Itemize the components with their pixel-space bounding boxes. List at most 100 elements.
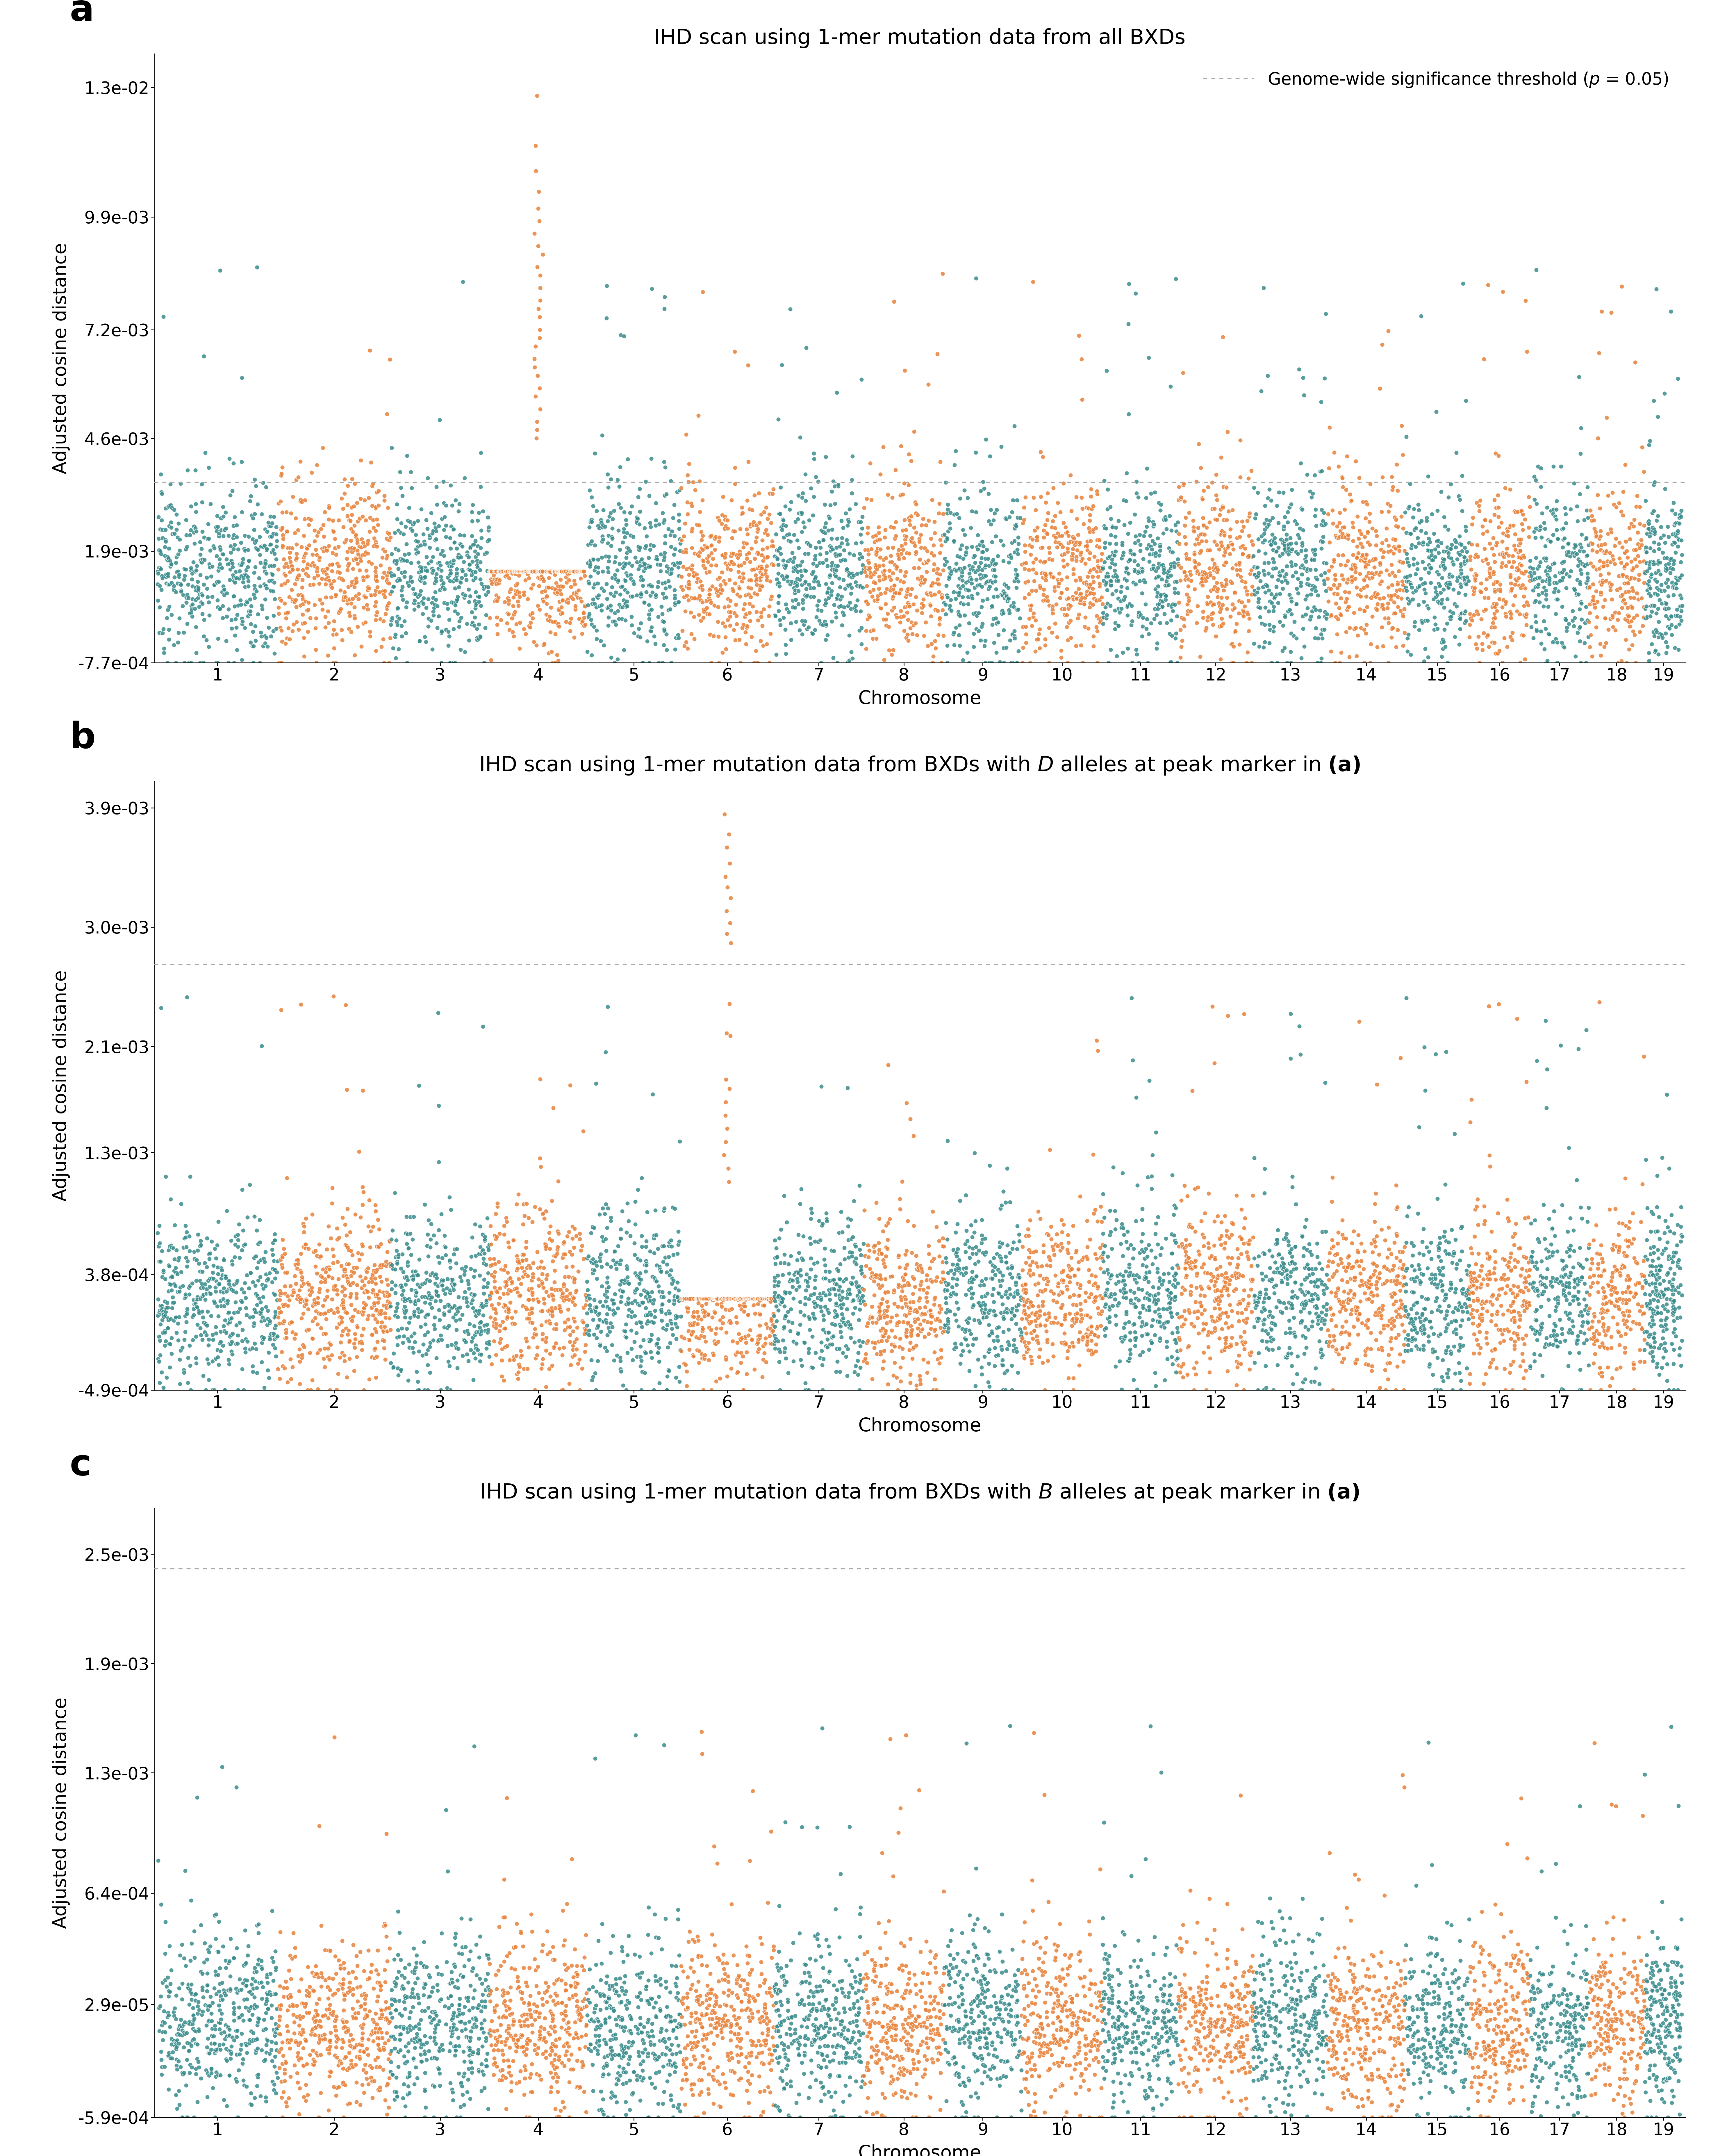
Point	[1494, 520, 1521, 554]
Point	[145, 1244, 173, 1279]
Point	[433, 1945, 460, 1979]
Point	[1080, 2042, 1107, 2076]
Point	[765, 496, 792, 530]
Point	[1064, 1244, 1092, 1279]
Point	[1126, 2053, 1153, 2087]
Point	[1155, 2037, 1182, 2072]
Point	[903, 1294, 931, 1328]
Point	[1059, 1210, 1086, 1244]
Point	[1276, 1233, 1304, 1268]
Point	[1057, 1986, 1085, 2020]
Point	[493, 558, 520, 593]
Point	[1437, 593, 1465, 627]
Point	[518, 1257, 546, 1291]
Point	[1112, 1274, 1140, 1309]
Point	[722, 1281, 749, 1315]
Point	[1620, 550, 1648, 584]
Point	[1610, 584, 1637, 619]
Point	[1655, 1272, 1682, 1307]
Point	[1588, 567, 1615, 602]
Point	[149, 1259, 176, 1294]
Point	[551, 1283, 578, 1317]
Point	[1172, 1250, 1199, 1285]
Point	[1653, 586, 1680, 621]
Point	[226, 1990, 253, 2024]
Point	[1386, 1274, 1413, 1309]
Point	[465, 1337, 493, 1371]
Point	[616, 1999, 643, 2033]
Point	[1234, 1240, 1261, 1274]
Point	[917, 2007, 944, 2042]
Point	[691, 2018, 719, 2053]
Point	[387, 1270, 414, 1304]
Point	[1567, 1315, 1595, 1350]
Point	[457, 1902, 484, 1936]
Point	[1448, 1330, 1475, 1365]
Point	[181, 453, 209, 487]
Point	[712, 2007, 739, 2042]
Point	[542, 2091, 570, 2126]
Point	[662, 1981, 690, 2016]
Point	[625, 1990, 652, 2024]
Point	[1025, 2040, 1052, 2074]
Point	[349, 1263, 376, 1298]
Point	[441, 2033, 469, 2068]
Point	[296, 1979, 323, 2014]
Point	[414, 1263, 441, 1298]
Point	[968, 1350, 996, 1384]
Point	[958, 563, 986, 597]
Point	[628, 2016, 655, 2050]
Point	[1278, 1951, 1305, 1986]
Point	[674, 1960, 702, 1994]
Point	[204, 498, 231, 533]
Point	[1437, 2014, 1465, 2048]
Point	[684, 1281, 712, 1315]
Point	[1601, 1253, 1629, 1287]
Point	[371, 1343, 399, 1378]
Point	[190, 602, 217, 636]
Point	[1278, 533, 1305, 567]
Point	[1309, 2076, 1336, 2111]
Point	[424, 1324, 452, 1358]
Point	[784, 1261, 811, 1296]
Point	[1651, 591, 1678, 625]
Point	[1232, 2081, 1259, 2115]
Point	[618, 1300, 645, 1335]
Point	[354, 1302, 382, 1337]
Point	[837, 1266, 864, 1300]
Point	[186, 524, 214, 558]
Point	[1136, 1710, 1163, 1744]
Point	[1282, 526, 1309, 561]
Point	[1294, 2022, 1321, 2057]
Point	[1410, 1311, 1437, 1345]
Point	[1146, 528, 1174, 563]
Point	[1217, 520, 1244, 554]
Point	[968, 2042, 996, 2076]
Point	[883, 505, 910, 539]
Point	[1543, 522, 1571, 556]
Point	[590, 2003, 618, 2037]
Point	[1413, 2016, 1441, 2050]
Point	[298, 2018, 325, 2053]
Point	[962, 1951, 989, 1986]
Point	[676, 1281, 703, 1315]
Point	[1304, 1917, 1331, 1951]
Point	[1406, 1332, 1434, 1367]
Point	[1264, 530, 1292, 565]
Point	[1290, 630, 1317, 664]
Point	[181, 582, 209, 617]
Point	[186, 1229, 214, 1263]
Point	[965, 550, 992, 584]
Point	[719, 1975, 746, 2009]
Point	[1415, 2046, 1442, 2081]
Point	[1075, 1332, 1102, 1367]
Point	[616, 2063, 643, 2098]
Point	[1042, 1227, 1069, 1261]
Point	[1371, 2061, 1398, 2096]
Point	[763, 1994, 790, 2029]
Point	[744, 645, 772, 679]
Point	[950, 552, 977, 586]
Point	[1446, 520, 1473, 554]
Point	[245, 1296, 272, 1330]
Point	[1205, 1281, 1232, 1315]
